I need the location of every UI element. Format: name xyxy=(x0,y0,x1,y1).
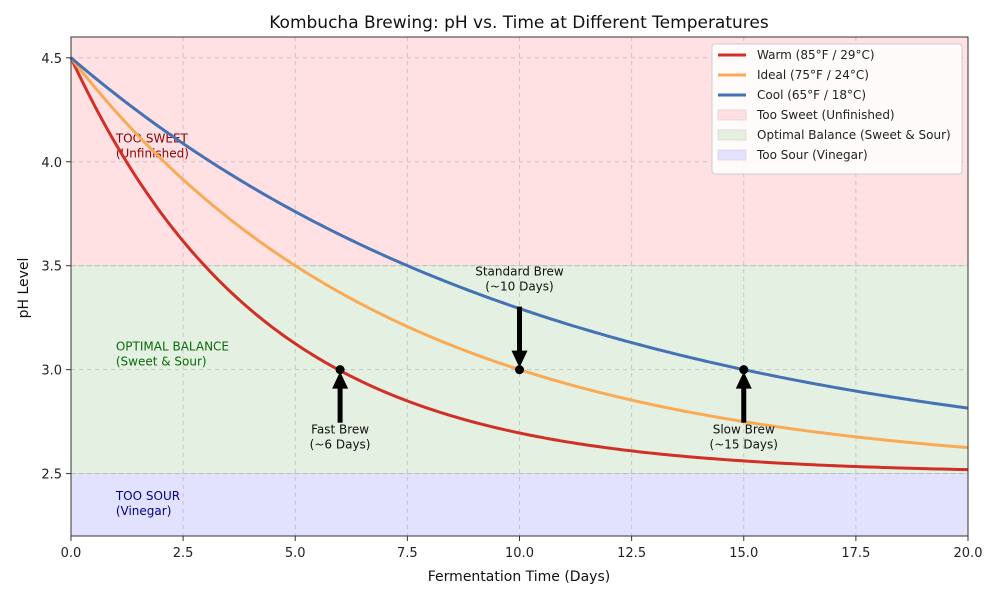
zone-label: TOO SOUR xyxy=(115,489,180,503)
x-tick-label: 0.0 xyxy=(61,546,82,561)
annotation-layer: Fast Brew(~6 Days) Standard Brew(~10 Days… xyxy=(310,265,778,452)
annotation-arrow-head xyxy=(332,371,349,389)
x-axis-title: Fermentation Time (Days) xyxy=(428,569,610,585)
zone-label: (Sweet & Sour) xyxy=(116,355,207,369)
legend-entry-label: Warm (85°F / 29°C) xyxy=(757,48,875,62)
chart-title: Kombucha Brewing: pH vs. Time at Differe… xyxy=(269,13,769,33)
annotation-label: Standard Brew xyxy=(475,265,564,279)
annotation-point xyxy=(739,365,749,375)
zone-label: (Vinegar) xyxy=(116,504,172,518)
x-tick-label: 20.0 xyxy=(954,546,983,561)
annotation-point xyxy=(515,365,524,375)
legend-entry-label: Too Sweet (Unfinished) xyxy=(756,108,895,122)
zone-band xyxy=(71,473,968,536)
legend-entry-label: Cool (65°F / 18°C) xyxy=(757,88,866,102)
legend-patch-swatch xyxy=(717,149,747,161)
x-tick-label: 12.5 xyxy=(617,546,646,561)
annotation-label: (~15 Days) xyxy=(710,438,778,452)
x-tick-label: 17.5 xyxy=(841,546,870,561)
annotation-point xyxy=(335,365,345,375)
legend-entry-label: Ideal (75°F / 24°C) xyxy=(757,68,869,82)
y-tick-label: 3.0 xyxy=(41,364,62,379)
y-tick-label: 3.5 xyxy=(41,260,62,275)
y-tick-label: 2.5 xyxy=(41,468,62,483)
annotation-label: (~10 Days) xyxy=(485,280,553,294)
legend-entry-label: Too Sour (Vinegar) xyxy=(756,148,868,162)
x-tick-label: 5.0 xyxy=(285,546,306,561)
y-tick-label: 4.5 xyxy=(41,52,62,67)
annotation-label: Fast Brew xyxy=(311,423,369,437)
x-tick-label: 2.5 xyxy=(173,546,194,561)
zone-label: (Unfinished) xyxy=(116,147,189,161)
y-axis-title: pH Level xyxy=(16,258,32,319)
x-tick-label: 15.0 xyxy=(729,546,758,561)
x-tick-label: 7.5 xyxy=(397,546,418,561)
legend-patch-swatch xyxy=(717,129,747,141)
annotation-arrow-head xyxy=(735,371,752,389)
legend-patch-swatch xyxy=(717,109,747,121)
y-tick-label: 4.0 xyxy=(41,156,62,171)
x-tick-label: 10.0 xyxy=(505,546,534,561)
zone-label: OPTIMAL BALANCE xyxy=(116,340,229,354)
legend-entry-label: Optimal Balance (Sweet & Sour) xyxy=(757,128,951,142)
annotation-label: Slow Brew xyxy=(713,423,775,437)
annotation-label: (~6 Days) xyxy=(310,438,371,452)
legend-box xyxy=(711,43,963,175)
annotation-arrow-head xyxy=(511,350,528,368)
series-line xyxy=(69,57,969,472)
axes-layer: 0.0 2.5 5.0 7.5 10.0 12.5 15.0 17.5 20.0 2.5 3.0 3.… xyxy=(41,52,982,561)
legend: Warm (85°F / 29°C) Ideal (75°F / 24°C) Coo… xyxy=(711,43,963,175)
